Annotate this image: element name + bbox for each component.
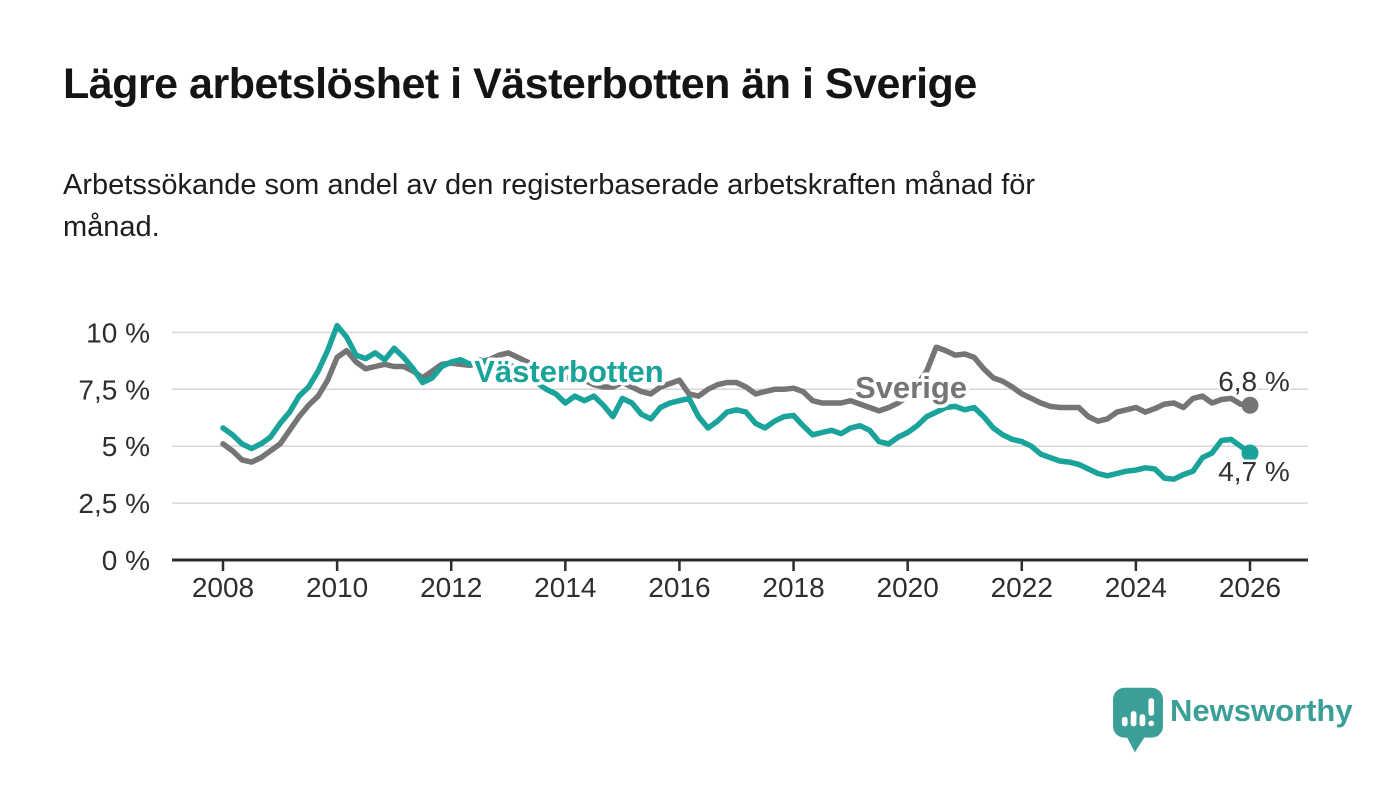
y-tick-label: 2,5 % (78, 488, 150, 519)
series-line-sverige (220, 344, 1253, 465)
end-value-label-vasterbotten: 4,7 % (1218, 456, 1290, 487)
x-tick-label: 2008 (192, 572, 254, 603)
end-dot-sverige (1241, 396, 1259, 414)
logo-exclamation-bar (1148, 698, 1155, 716)
x-tick-label: 2026 (1219, 572, 1281, 603)
y-tick-label: 10 % (86, 317, 150, 348)
x-tick-label: 2016 (648, 572, 710, 603)
subtitle-line-2: månad. (63, 211, 160, 243)
x-tick-label: 2020 (877, 572, 939, 603)
newsworthy-logo-text: Newsworthy (1170, 693, 1353, 728)
end-dot-vasterbotten (1241, 444, 1259, 462)
y-tick-label: 5 % (102, 431, 150, 462)
x-tick-label: 2018 (762, 572, 824, 603)
series-line-vasterbotten (220, 322, 1253, 482)
subtitle-line-1: Arbetssökande som andel av den registerb… (63, 169, 1036, 201)
speech-bubble-shape (1113, 687, 1163, 753)
logo-bar-3 (1139, 714, 1146, 727)
logo-exclamation-dot (1148, 720, 1155, 727)
end-value-label-sverige: 6,8 % (1218, 366, 1290, 397)
page-title: Lägre arbetslöshet i Västerbotten än i S… (63, 60, 977, 108)
x-tick-label: 2012 (420, 572, 482, 603)
series-label-vasterbotten: Västerbotten (474, 354, 663, 389)
series-label-sverige: Sverige (855, 370, 967, 405)
x-tick-label: 2024 (1105, 572, 1167, 603)
newsworthy-logo-icon (1113, 687, 1163, 753)
y-tick-label: 7,5 % (78, 374, 150, 405)
x-tick-label: 2014 (534, 572, 596, 603)
chart-subtitle: Arbetssökande som andel av den registerb… (63, 164, 1035, 248)
x-tick-label: 2022 (991, 572, 1053, 603)
logo-bar-2 (1130, 711, 1137, 727)
y-tick-label: 0 % (102, 545, 150, 576)
logo-bar-1 (1121, 716, 1128, 727)
x-tick-label: 2010 (306, 572, 368, 603)
